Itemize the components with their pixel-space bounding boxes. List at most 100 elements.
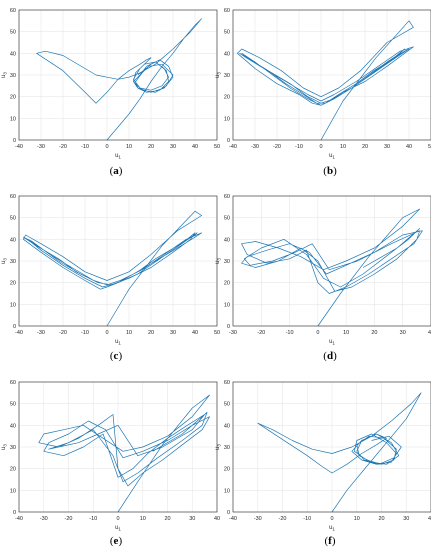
x-tick-label-c--40: -40	[15, 330, 23, 336]
axes-box-d	[232, 195, 431, 327]
y-tick-label-d-10: 10	[224, 302, 230, 308]
x-tick-label-a--20: -20	[59, 144, 67, 150]
x-tick-label-a-0: 0	[105, 144, 108, 150]
y-tick-label-c-0: 0	[13, 324, 16, 330]
x-tick-label-d--20: -20	[257, 330, 265, 336]
y-tick-label-e-50: 50	[10, 402, 16, 408]
y-axis-label-b: u3	[215, 72, 222, 78]
x-axis-label-f: u1	[329, 525, 335, 532]
panel-f: -40 -30 -20 -10 0 10 20 30 40 0 10 20 30 40 50 60 u1 u3	[215, 380, 431, 532]
series-line-b-0	[237, 20, 414, 141]
y-tick-label-e-40: 40	[10, 423, 16, 429]
axes-box-e	[18, 381, 218, 513]
y-tick-label-b-10: 10	[224, 116, 230, 122]
x-tick-label-c-10: 10	[126, 330, 132, 336]
caption-e: (e)	[109, 535, 123, 547]
x-tick-label-e--40: -40	[15, 516, 23, 522]
y-tick-label-d-20: 20	[224, 281, 230, 287]
axes-box-b	[232, 9, 431, 141]
y-tick-label-d-0: 0	[227, 324, 230, 330]
x-tick-label-e-10: 10	[140, 516, 146, 522]
x-tick-label-e-40: 40	[214, 516, 220, 522]
y-tick-label-b-40: 40	[224, 51, 230, 57]
y-axis-label-d: u3	[215, 258, 222, 264]
caption-c: (c)	[109, 350, 123, 362]
y-axis-label-e: u3	[1, 444, 8, 450]
x-axis-label-d: u1	[329, 339, 335, 346]
panel-a: -40 -30 -20 -10 0 10 20 30 40 50 0 10 20 30 40 50 60 u1 u3	[1, 8, 220, 160]
x-tick-label-f--20: -20	[279, 516, 287, 522]
y-tick-label-c-60: 60	[10, 194, 16, 200]
caption-d: (d)	[323, 350, 337, 362]
x-tick-label-d-40: 40	[428, 330, 431, 336]
x-tick-label-d-10: 10	[343, 330, 349, 336]
y-tick-label-c-50: 50	[10, 216, 16, 222]
y-tick-label-d-60: 60	[224, 194, 230, 200]
x-axis-label-c: u1	[115, 339, 121, 346]
y-axis-label-f: u3	[215, 444, 222, 450]
y-tick-label-b-60: 60	[224, 8, 230, 14]
y-tick-label-d-40: 40	[224, 237, 230, 243]
caption-a: (a)	[109, 165, 123, 177]
x-tick-label-f--30: -30	[254, 516, 262, 522]
y-tick-label-d-50: 50	[224, 216, 230, 222]
y-tick-label-e-30: 30	[10, 445, 16, 451]
y-tick-label-f-30: 30	[224, 445, 230, 451]
y-tick-label-f-60: 60	[224, 380, 230, 386]
caption-f: (f)	[324, 535, 336, 547]
x-tick-label-a-30: 30	[170, 144, 176, 150]
x-tick-label-c-30: 30	[170, 330, 176, 336]
x-tick-label-a--30: -30	[37, 144, 45, 150]
y-tick-label-c-10: 10	[10, 302, 16, 308]
x-tick-label-b-30: 30	[384, 144, 390, 150]
y-tick-label-e-10: 10	[10, 488, 16, 494]
y-tick-label-c-40: 40	[10, 237, 16, 243]
x-tick-label-f-10: 10	[354, 516, 360, 522]
x-tick-label-d--10: -10	[286, 330, 294, 336]
y-axis-label-a: u3	[1, 72, 8, 78]
x-axis-label-a: u1	[115, 153, 121, 160]
x-tick-label-c-0: 0	[105, 330, 108, 336]
x-tick-label-b--40: -40	[229, 144, 237, 150]
axes-box-f	[232, 381, 431, 513]
y-tick-label-c-20: 20	[10, 281, 16, 287]
caption-b: (b)	[323, 165, 337, 177]
x-tick-label-e--10: -10	[89, 516, 97, 522]
x-tick-label-e-20: 20	[164, 516, 170, 522]
y-tick-label-a-10: 10	[10, 116, 16, 122]
y-tick-label-b-20: 20	[224, 95, 230, 101]
x-tick-label-b-0: 0	[319, 144, 322, 150]
series-line-d-0	[241, 208, 423, 327]
y-tick-label-a-30: 30	[10, 73, 16, 79]
y-tick-label-b-0: 0	[227, 138, 230, 144]
x-tick-label-e-30: 30	[189, 516, 195, 522]
x-axis-label-e: u1	[115, 525, 121, 532]
y-tick-label-f-10: 10	[224, 488, 230, 494]
x-tick-label-b-50: 50	[428, 144, 431, 150]
x-tick-label-a--40: -40	[15, 144, 23, 150]
y-tick-label-e-20: 20	[10, 467, 16, 473]
axes-box-a	[18, 9, 218, 141]
x-tick-label-a-40: 40	[192, 144, 198, 150]
x-tick-label-b--20: -20	[273, 144, 281, 150]
y-tick-label-e-0: 0	[13, 510, 16, 516]
x-tick-label-f-40: 40	[428, 516, 431, 522]
y-tick-label-f-20: 20	[224, 467, 230, 473]
x-tick-label-c-40: 40	[192, 330, 198, 336]
panel-d: -30 -20 -10 0 10 20 30 40 0 10 20 30 40 50 60 u1 u3	[215, 194, 431, 346]
x-tick-label-e-0: 0	[116, 516, 119, 522]
x-tick-label-a--10: -10	[81, 144, 89, 150]
x-tick-label-a-50: 50	[214, 144, 220, 150]
x-tick-label-a-10: 10	[126, 144, 132, 150]
x-tick-label-e--20: -20	[65, 516, 73, 522]
x-tick-label-d-0: 0	[316, 330, 319, 336]
x-tick-label-b-20: 20	[362, 144, 368, 150]
x-tick-label-c--30: -30	[37, 330, 45, 336]
x-tick-label-b--30: -30	[251, 144, 259, 150]
y-tick-label-a-60: 60	[10, 8, 16, 14]
x-tick-label-b-10: 10	[340, 144, 346, 150]
y-tick-label-b-50: 50	[224, 30, 230, 36]
x-tick-label-a-20: 20	[148, 144, 154, 150]
x-tick-label-f--40: -40	[229, 516, 237, 522]
